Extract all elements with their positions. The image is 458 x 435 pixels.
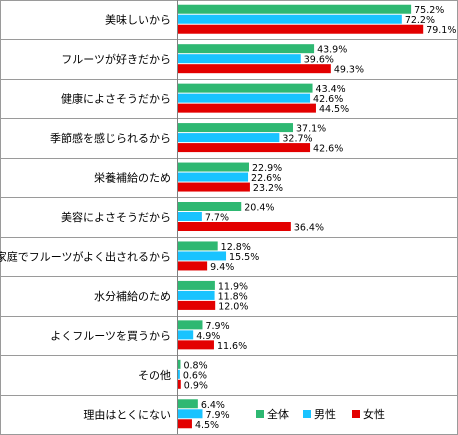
data-label: 42.6% (313, 94, 343, 105)
bar-女性 (178, 340, 214, 350)
category-labels: 美味しいからフルーツが好きだから健康によさそうだから季節感を感じられるから栄養補… (0, 14, 171, 422)
bar-女性 (178, 300, 216, 310)
bar-女性 (178, 64, 331, 74)
data-label: 7.9% (205, 321, 229, 332)
category-label: 美味しいから (105, 14, 171, 27)
data-label: 9.4% (210, 262, 234, 273)
data-label: 0.6% (183, 370, 207, 381)
data-label: 22.6% (251, 173, 281, 184)
data-label: 15.5% (229, 252, 259, 263)
data-label: 4.9% (196, 331, 220, 342)
data-label: 4.5% (195, 420, 219, 431)
data-label: 0.8% (183, 360, 207, 371)
data-label: 0.9% (184, 380, 208, 391)
bar-女性 (178, 419, 192, 429)
bar-全体 (178, 123, 294, 133)
bar-女性 (178, 261, 208, 271)
category-label: 水分補給のため (94, 289, 171, 303)
legend-label: 男性 (314, 407, 336, 421)
bar-男性 (178, 93, 311, 103)
bar-男性 (178, 54, 301, 64)
legend-swatch (352, 410, 360, 418)
data-label: 11.6% (217, 341, 247, 352)
data-label: 42.6% (313, 144, 343, 155)
bar-男性 (178, 369, 180, 379)
bar-男性 (178, 212, 202, 221)
data-label: 7.9% (205, 410, 229, 421)
category-label: 家庭でフルーツがよく出されるから (0, 249, 171, 263)
category-label: その他 (138, 369, 171, 382)
data-label: 36.4% (294, 223, 324, 234)
bar-男性 (178, 330, 194, 340)
legend-label: 女性 (363, 407, 385, 421)
legend-swatch (303, 410, 311, 418)
bar-女性 (178, 24, 424, 34)
data-label: 23.2% (253, 183, 283, 194)
data-label: 75.2% (414, 5, 444, 16)
bar-全体 (178, 399, 198, 409)
data-label: 43.9% (317, 45, 347, 56)
data-label: 7.7% (205, 213, 229, 224)
category-label: よくフルーツを買うから (50, 329, 171, 342)
legend-swatch (256, 410, 264, 418)
data-label: 22.9% (252, 163, 282, 174)
data-label: 32.7% (282, 134, 312, 145)
data-label: 12.8% (221, 242, 251, 253)
bar-女性 (178, 103, 316, 113)
bar-全体 (178, 83, 313, 93)
category-label: 理由はとくにない (83, 407, 171, 421)
bar-女性 (178, 182, 250, 192)
category-label: 美容によさそうだから (61, 210, 171, 224)
bar-男性 (178, 133, 280, 143)
bar-男性 (178, 290, 215, 300)
bar-全体 (178, 241, 218, 251)
data-label: 49.3% (334, 65, 364, 76)
data-label: 43.4% (316, 84, 346, 95)
data-label: 39.6% (304, 55, 334, 66)
bar-女性 (178, 143, 311, 153)
bar-男性 (178, 14, 402, 24)
data-label: 11.9% (218, 281, 248, 292)
bar-女性 (178, 379, 181, 389)
category-label: 栄養補給のため (94, 171, 171, 185)
data-label: 72.2% (405, 15, 435, 26)
data-label: 79.1% (426, 25, 456, 36)
bars (178, 4, 424, 429)
data-label: 37.1% (296, 124, 326, 135)
data-label: 20.4% (244, 203, 274, 214)
bar-男性 (178, 172, 249, 182)
data-label: 11.8% (218, 291, 248, 302)
category-label: 季節感を感じられるから (50, 131, 171, 145)
bar-女性 (178, 222, 291, 231)
category-label: 健康によさそうだから (61, 92, 171, 106)
bar-男性 (178, 251, 227, 261)
bar-全体 (178, 4, 412, 14)
bar-全体 (178, 359, 181, 369)
data-label: 44.5% (319, 104, 349, 115)
bar-全体 (178, 280, 215, 290)
category-label: フルーツが好きだから (61, 52, 171, 66)
bar-全体 (178, 162, 249, 172)
data-label: 12.0% (218, 301, 248, 312)
bar-全体 (178, 320, 203, 330)
bar-全体 (178, 202, 242, 211)
data-label: 6.4% (201, 400, 225, 411)
bar-全体 (178, 44, 315, 54)
legend: 全体 男性 女性 (256, 407, 385, 421)
legend-label: 全体 (267, 407, 289, 421)
data-labels: 75.2%72.2%79.1%43.9%39.6%49.3%43.4%42.6%… (183, 5, 457, 431)
bar-男性 (178, 409, 203, 419)
